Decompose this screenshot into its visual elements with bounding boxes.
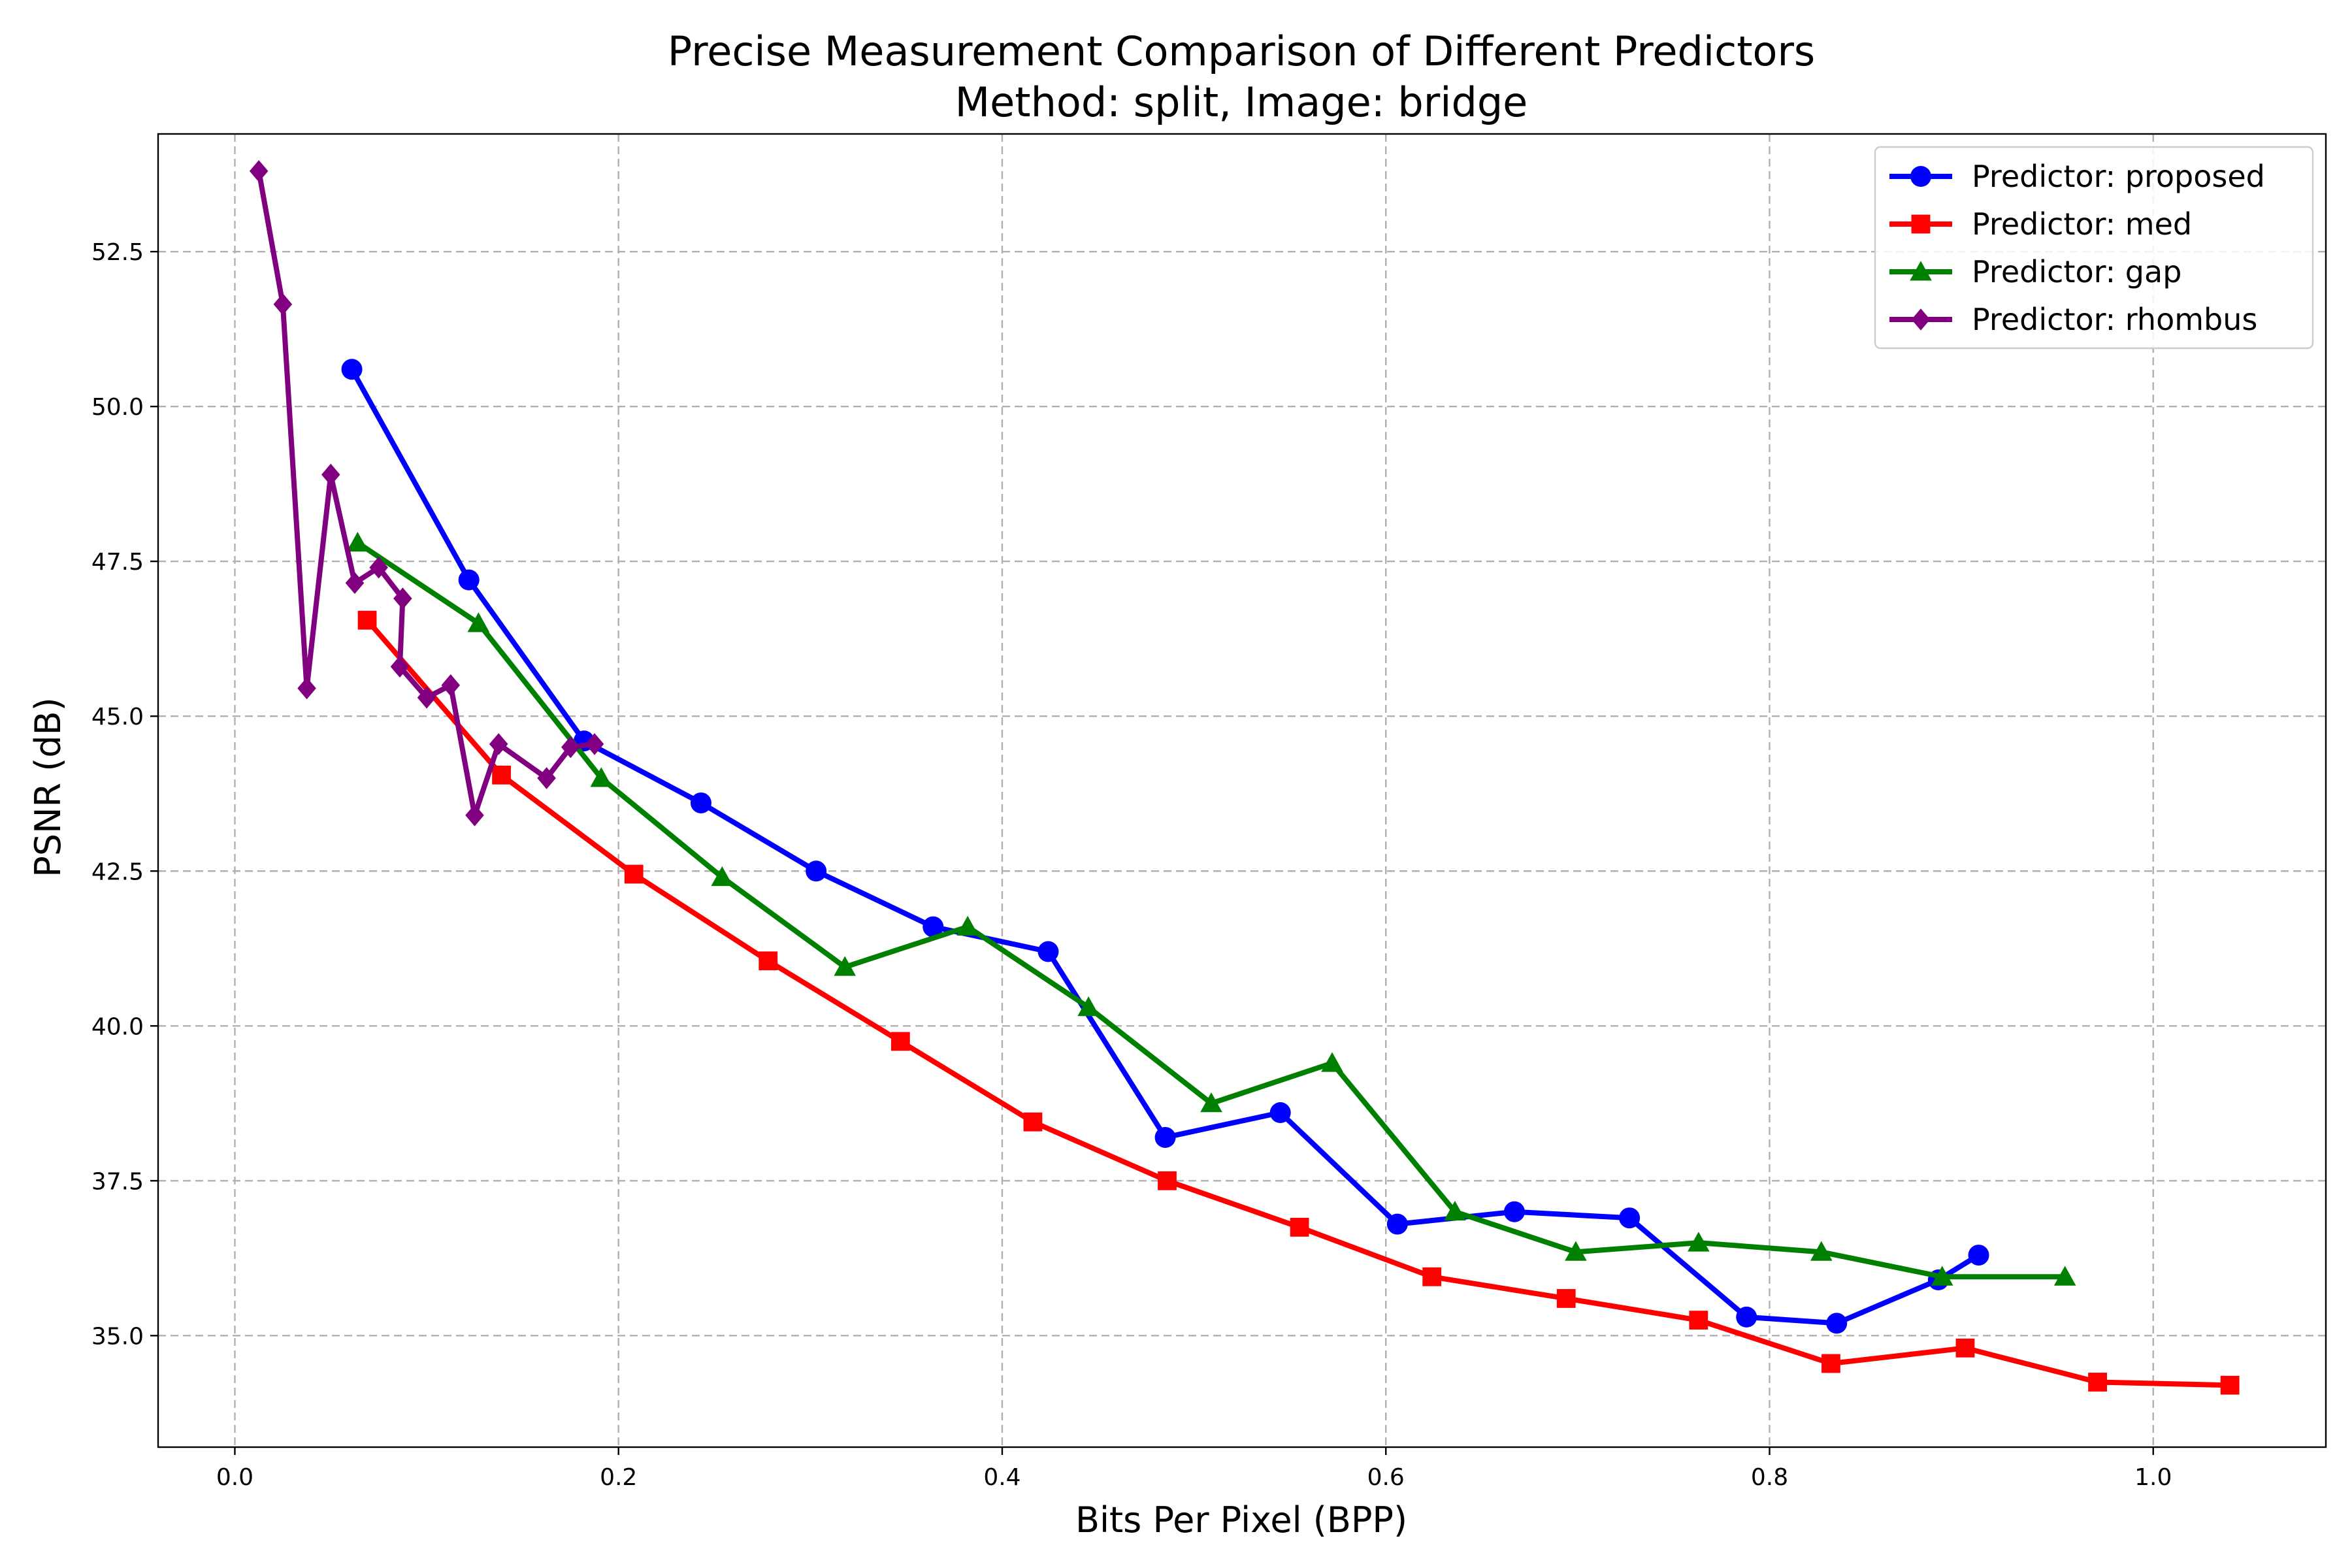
data-point <box>1689 1311 1708 1330</box>
data-point <box>585 733 604 755</box>
data-point <box>492 765 511 785</box>
data-point <box>1503 1201 1525 1222</box>
series-predictor-rhombus <box>249 160 604 826</box>
legend: Predictor: proposed Predictor: med Predict… <box>1874 146 2314 350</box>
data-point <box>1200 1092 1222 1113</box>
data-point <box>1269 1102 1291 1124</box>
x-tick-label: 0.6 <box>1367 1464 1405 1491</box>
data-point <box>1077 996 1100 1017</box>
data-point <box>390 655 410 678</box>
y-tick-label: 40.0 <box>91 1013 144 1040</box>
y-tick-label: 50.0 <box>91 394 144 421</box>
data-point <box>1565 1241 1587 1261</box>
data-point <box>537 767 556 789</box>
data-point <box>711 866 734 887</box>
data-point <box>465 804 484 826</box>
data-point <box>1386 1213 1408 1235</box>
data-point <box>759 951 778 971</box>
legend-label: Predictor: proposed <box>1972 159 2265 194</box>
legend-box <box>1874 146 2314 350</box>
data-point <box>346 531 369 552</box>
data-point <box>1736 1306 1757 1328</box>
y-tick-label: 35.0 <box>91 1323 144 1350</box>
data-point <box>624 864 644 884</box>
data-point <box>1154 1126 1176 1148</box>
data-point <box>2053 1266 2076 1286</box>
data-point <box>369 556 388 579</box>
data-point <box>1821 1354 1840 1373</box>
series-predictor-proposed <box>341 359 1989 1334</box>
data-point <box>590 767 613 787</box>
data-point <box>1556 1289 1576 1308</box>
data-point <box>297 677 316 700</box>
legend-marker <box>1910 261 1932 281</box>
y-tick-label: 52.5 <box>91 239 144 266</box>
legend-marker <box>1911 308 1931 331</box>
data-point <box>1023 1112 1043 1132</box>
data-point <box>923 916 944 938</box>
data-point <box>2088 1373 2107 1392</box>
data-point <box>1422 1267 1442 1286</box>
data-point <box>1290 1218 1309 1237</box>
legend-label: Predictor: gap <box>1972 254 2181 289</box>
y-axis-label: PSNR (dB) <box>27 697 69 877</box>
data-point <box>1810 1241 1833 1261</box>
data-point <box>467 612 490 632</box>
y-axis-ticks: 35.0 37.5 40.0 42.5 45.0 47.5 50.0 52.5 <box>91 239 158 1350</box>
data-point <box>690 792 711 813</box>
data-point <box>956 915 979 936</box>
data-point <box>1826 1313 1848 1334</box>
x-tick-label: 0.0 <box>216 1464 253 1491</box>
x-tick-label: 0.8 <box>1751 1464 1788 1491</box>
data-point <box>1444 1200 1466 1221</box>
data-point <box>2220 1375 2240 1395</box>
data-point <box>345 572 365 595</box>
data-point <box>1688 1232 1710 1252</box>
data-point <box>834 956 856 976</box>
chart-subtitle: Method: split, Image: bridge <box>955 78 1528 126</box>
data-point <box>417 686 436 709</box>
data-point <box>1955 1338 1975 1358</box>
x-tick-label: 0.4 <box>983 1464 1021 1491</box>
x-axis-label: Bits Per Pixel (BPP) <box>1075 1499 1407 1541</box>
data-point <box>1619 1207 1641 1229</box>
data-point <box>441 674 461 696</box>
data-point <box>489 733 508 755</box>
chart-title: Precise Measurement Comparison of Differ… <box>668 27 1815 75</box>
data-point <box>341 359 363 380</box>
data-point <box>1158 1171 1177 1190</box>
data-point <box>321 463 340 486</box>
legend-label: Predictor: rhombus <box>1972 302 2257 337</box>
data-point <box>890 1032 910 1051</box>
grid-lines <box>158 134 2326 1447</box>
data-point <box>273 293 293 316</box>
data-point <box>561 736 580 759</box>
legend-label: Predictor: med <box>1972 206 2192 242</box>
series-line <box>349 367 1982 1326</box>
data-point <box>1931 1266 1953 1286</box>
data-point <box>249 160 269 182</box>
y-tick-label: 45.0 <box>91 704 144 730</box>
plot-area-frame <box>157 133 2327 1448</box>
data-point <box>1321 1052 1343 1072</box>
data-point <box>1037 941 1059 962</box>
legend-marker <box>1911 214 1931 234</box>
data-point <box>806 860 827 882</box>
data-point <box>458 569 480 591</box>
data-point <box>357 610 377 630</box>
y-tick-label: 42.5 <box>91 858 144 885</box>
data-point <box>1968 1245 1989 1266</box>
data-point <box>393 587 412 610</box>
legend-marker <box>1910 166 1931 187</box>
x-tick-label: 0.2 <box>600 1464 637 1491</box>
plot-series <box>249 160 2240 1395</box>
series-predictor-med <box>357 610 2240 1395</box>
y-tick-label: 47.5 <box>91 549 144 576</box>
x-tick-label: 1.0 <box>2134 1464 2172 1491</box>
y-tick-label: 37.5 <box>91 1168 144 1195</box>
series-predictor-gap <box>346 531 2076 1286</box>
x-axis-ticks: 0.0 0.2 0.4 0.6 0.8 1.0 <box>216 1447 2172 1491</box>
